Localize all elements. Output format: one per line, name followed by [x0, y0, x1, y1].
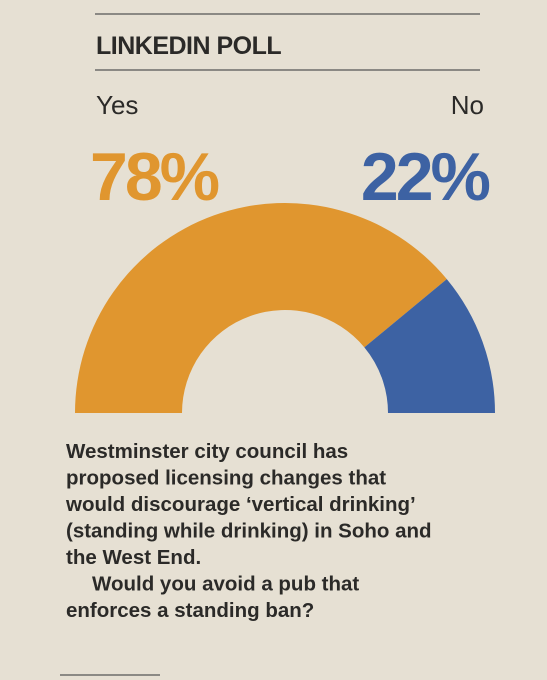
description-line: would discourage ‘vertical drinking’: [65, 493, 416, 516]
slice: [364, 279, 495, 413]
description-line: the West End.: [66, 546, 201, 569]
category-label: No: [451, 90, 484, 120]
description-line: (standing while drinking) in Soho and: [66, 520, 432, 543]
chart-title: LINKEDIN POLL: [96, 32, 281, 60]
value-label: 78%: [90, 139, 219, 215]
description-line: proposed licensing changes that: [66, 467, 386, 490]
question-line: enforces a standing ban?: [66, 599, 314, 622]
question-line: Would you avoid a pub that: [92, 573, 359, 596]
value-label: 22%: [361, 139, 490, 215]
category-label: Yes: [96, 90, 138, 120]
slice: [75, 203, 447, 413]
description-line: Westminster city council has: [66, 440, 348, 463]
